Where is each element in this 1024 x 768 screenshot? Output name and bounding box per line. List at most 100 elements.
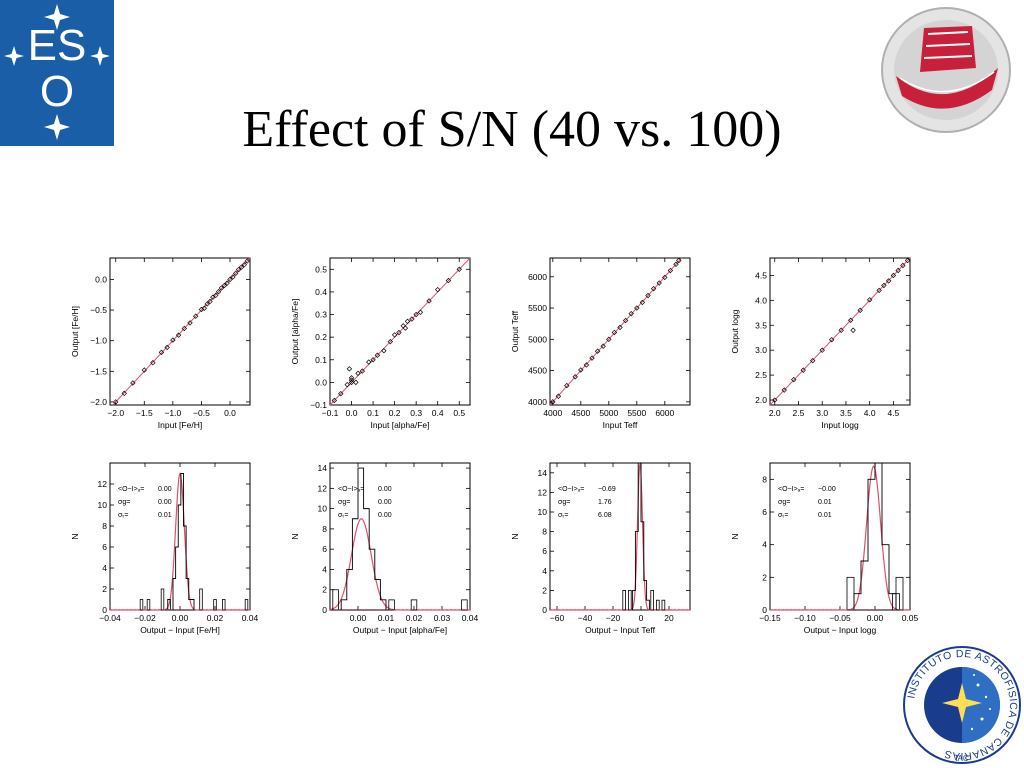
data-point [355, 370, 361, 377]
x-tick-label: −20 [606, 613, 621, 623]
y-tick-label: −1.5 [90, 366, 107, 376]
y-tick-label: 12 [538, 487, 548, 497]
data-point [404, 318, 411, 325]
data-point [850, 327, 856, 333]
plot-frame [549, 257, 691, 406]
x-tick-label: −1.0 [164, 408, 181, 418]
data-point [628, 310, 634, 317]
histogram-outlier-bar [627, 589, 632, 611]
gaussian-fit-curve [329, 518, 470, 611]
data-point [331, 397, 338, 404]
data-point [564, 382, 570, 389]
data-point [402, 325, 409, 331]
stat-value: 0.00 [378, 486, 392, 493]
y-tick-label: 4500 [528, 366, 547, 376]
data-point [181, 325, 187, 332]
x-tick-label: 0.1 [367, 408, 379, 418]
y-tick-label: 0 [322, 605, 327, 615]
data-point [847, 317, 854, 323]
data-point [175, 332, 182, 338]
data-point [772, 397, 778, 403]
x-tick-label: 0 [639, 613, 644, 623]
data-point [207, 298, 213, 305]
histogram-bars [853, 462, 897, 610]
y-tick-label: 10 [318, 504, 328, 514]
stat-label: σg= [558, 499, 570, 506]
x-tick-label: 0.04 [462, 613, 479, 623]
stat-label: σₜ= [118, 512, 128, 519]
telescope-base-shape [896, 68, 998, 109]
y-tick-label: 2 [762, 572, 767, 582]
y-tick-label: 2 [322, 585, 327, 595]
page-title: Effect of S/N (40 vs. 100) [242, 101, 782, 158]
y-tick-label: 0.0 [95, 274, 107, 284]
y-tick-label: 14 [318, 463, 328, 473]
x-tick-label: −40 [578, 613, 593, 623]
y-tick-label: 0.2 [315, 332, 327, 342]
histogram-outlier-bar [410, 599, 418, 611]
y-tick-label: 8 [102, 521, 107, 531]
x-axis-label: Input [Fe/H] [158, 420, 202, 430]
histogram-outlier-bar [846, 576, 855, 611]
y-tick-label: 4.5 [755, 270, 767, 280]
histogram-outlier-bar [655, 599, 660, 611]
data-point [387, 338, 394, 345]
x-tick-label: 5500 [627, 408, 646, 418]
y-axis-label: Output Teff [510, 310, 520, 352]
y-tick-label: 0.1 [315, 355, 327, 365]
stat-value: 0.01 [818, 512, 832, 519]
histogram-bars [340, 467, 387, 610]
data-point [366, 359, 372, 365]
y-tick-label: 8 [762, 474, 767, 484]
histogram-outlier-bar [661, 599, 666, 611]
x-tick-label: −0.05 [829, 613, 851, 623]
data-point [348, 379, 355, 386]
data-point [244, 258, 250, 264]
x-axis-label: Output − Input logg [804, 625, 877, 635]
x-tick-label: 2.5 [793, 408, 805, 418]
y-tick-label: 0.0 [315, 377, 327, 387]
y-tick-label: 2.5 [755, 370, 767, 380]
data-point [213, 292, 219, 299]
x-tick-label: 0.01 [378, 613, 395, 623]
data-point [791, 376, 797, 383]
x-tick-label: 0.02 [207, 613, 224, 623]
data-point [550, 399, 556, 405]
y-tick-label: 6 [102, 542, 107, 552]
data-point [781, 387, 787, 393]
x-axis-label: Output − Input Teff [585, 625, 656, 635]
data-point [381, 348, 387, 354]
data-point [130, 380, 136, 386]
x-tick-label: 0.00 [867, 613, 884, 623]
x-tick-label: 0.4 [432, 408, 444, 418]
y-tick-label: 12 [318, 483, 328, 493]
stat-label: σₜ= [558, 512, 568, 519]
x-tick-label: 4.5 [887, 408, 899, 418]
data-point [800, 367, 806, 373]
stat-label: σₜ= [338, 512, 348, 519]
stat-label: σg= [338, 499, 350, 506]
histogram-outlier-bar [222, 599, 226, 611]
data-point [829, 337, 835, 343]
data-point [673, 261, 679, 267]
y-axis-label: Output logg [730, 309, 740, 353]
stat-label: <O−I>ₐ= [558, 486, 584, 493]
x-tick-label: 20 [664, 613, 674, 623]
data-point [876, 287, 882, 294]
histogram-outlier-bar [332, 589, 339, 611]
x-tick-label: 0.3 [410, 408, 422, 418]
gaussian-fit-curve [110, 471, 250, 611]
data-point [170, 337, 176, 343]
data-point [374, 352, 381, 358]
data-point [164, 344, 170, 351]
y-tick-label: 0 [762, 605, 767, 615]
y-tick-label: 0.5 [315, 264, 327, 274]
stat-value: −0.00 [818, 486, 836, 493]
data-point [370, 357, 376, 363]
x-tick-label: 0.0 [346, 408, 358, 418]
feh-histogram: −0.04 −0.02 0.00 0.02 0.04 0 2 4 6 8 10 12 Output − … [70, 462, 259, 635]
y-tick-label: 4.0 [755, 295, 767, 305]
data-point [881, 282, 887, 289]
x-tick-label: −0.1 [322, 408, 339, 418]
x-axis-label: Input logg [821, 420, 859, 430]
